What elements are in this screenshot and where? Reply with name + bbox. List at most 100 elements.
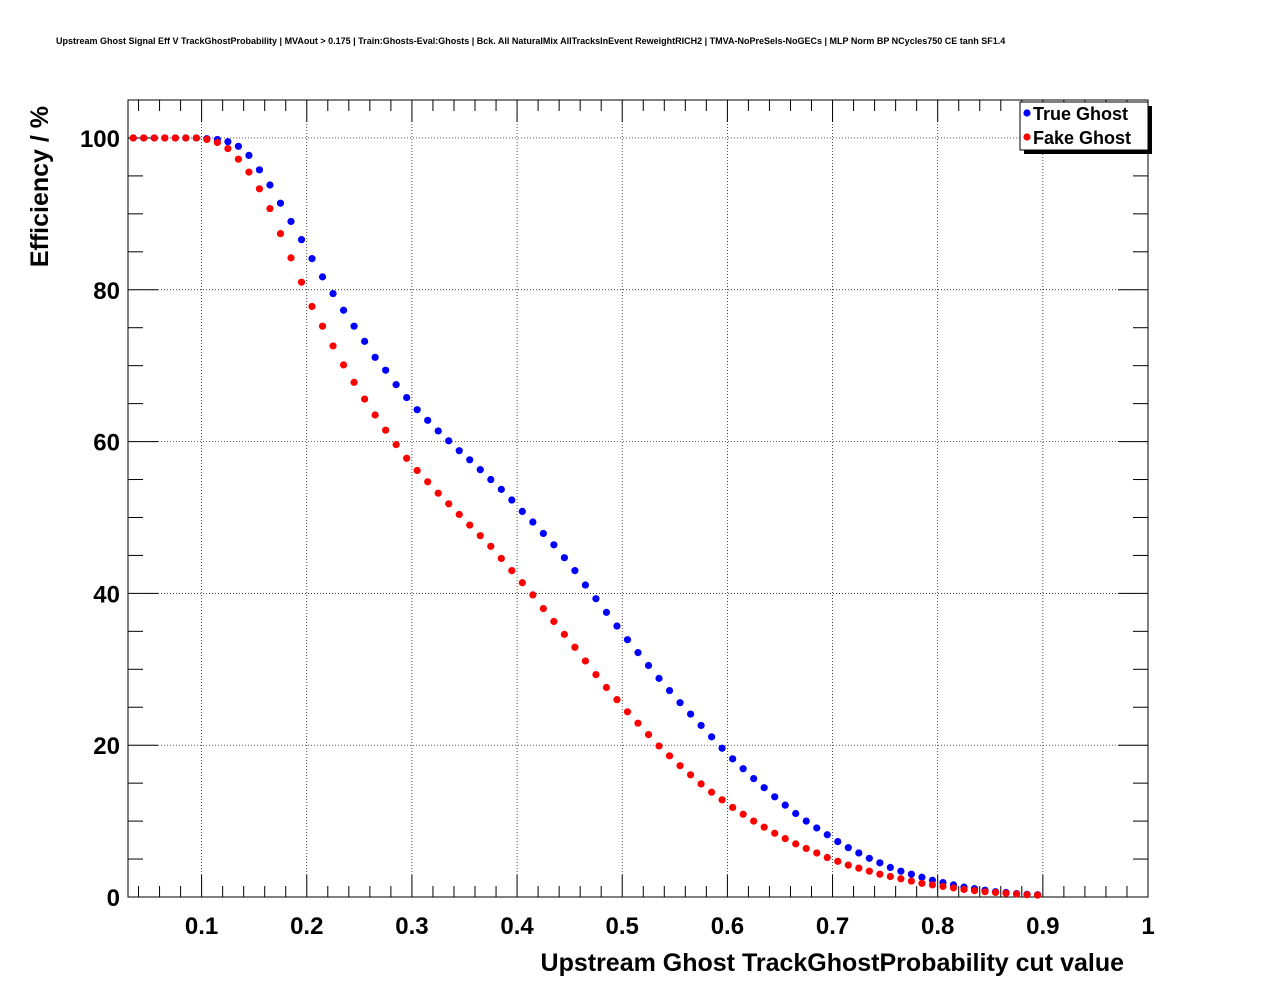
data-point-fake-ghost bbox=[329, 342, 337, 350]
data-point-fake-ghost bbox=[455, 510, 463, 519]
data-point-fake-ghost bbox=[939, 882, 947, 890]
data-point-true-ghost bbox=[697, 721, 705, 730]
data-point-fake-ghost bbox=[392, 441, 400, 449]
data-point-true-ghost bbox=[823, 831, 831, 839]
data-point-true-ghost bbox=[255, 166, 264, 174]
data-point-true-ghost bbox=[276, 199, 285, 207]
data-point-true-ghost bbox=[339, 306, 348, 314]
data-point-fake-ghost bbox=[192, 134, 200, 142]
data-point-true-ghost bbox=[729, 755, 737, 763]
data-point-fake-ghost bbox=[1033, 891, 1042, 899]
data-point-fake-ghost bbox=[918, 879, 926, 887]
data-point-true-ghost bbox=[245, 151, 253, 160]
data-point-true-ghost bbox=[518, 507, 526, 515]
data-point-true-ghost bbox=[571, 567, 579, 575]
data-point-fake-ghost bbox=[823, 853, 831, 862]
data-point-true-ghost bbox=[634, 648, 642, 657]
data-point-fake-ghost bbox=[182, 134, 190, 142]
data-point-true-ghost bbox=[224, 138, 232, 146]
data-point-fake-ghost bbox=[760, 823, 768, 831]
data-point-fake-ghost bbox=[245, 168, 253, 176]
x-tick-label: 0.4 bbox=[500, 913, 534, 940]
data-point-fake-ghost bbox=[518, 579, 526, 587]
data-point-true-ghost bbox=[318, 273, 327, 281]
data-point-true-ghost bbox=[413, 406, 421, 414]
y-axis-label: Efficiency / % bbox=[26, 106, 54, 267]
data-point-fake-ghost bbox=[1002, 889, 1010, 897]
data-point-true-ghost bbox=[771, 793, 779, 801]
data-point-fake-ghost bbox=[602, 683, 611, 692]
y-tick-label: 40 bbox=[93, 581, 120, 608]
y-tick-label: 0 bbox=[107, 885, 120, 912]
x-tick-label: 0.6 bbox=[711, 913, 744, 940]
data-point-true-ghost bbox=[361, 337, 369, 345]
data-point-fake-ghost bbox=[991, 888, 1000, 897]
tick-labels: 0.1 0.2 0.3 0.4 0.5 0.6 0.7 0.8 0.9 1 0 20 40 60 80 100 bbox=[80, 126, 1155, 940]
data-point-fake-ghost bbox=[928, 881, 937, 889]
data-point-fake-ghost bbox=[255, 185, 264, 193]
legend-label-true-ghost: True Ghost bbox=[1033, 104, 1128, 124]
data-point-fake-ghost bbox=[855, 864, 863, 872]
legend-box bbox=[1019, 101, 1149, 151]
legend-marker-true-ghost bbox=[1023, 109, 1031, 117]
data-point-fake-ghost bbox=[708, 788, 716, 796]
data-point-true-ghost bbox=[708, 733, 716, 741]
data-point-fake-ghost bbox=[266, 204, 274, 213]
data-point-true-ghost bbox=[350, 322, 358, 330]
data-point-true-ghost bbox=[581, 581, 590, 589]
data-point-fake-ghost bbox=[434, 489, 442, 497]
data-point-fake-ghost bbox=[813, 849, 821, 857]
data-point-fake-ghost bbox=[445, 500, 453, 508]
data-point-true-ghost bbox=[750, 774, 758, 783]
data-point-true-ghost bbox=[550, 541, 558, 549]
series-true-ghost bbox=[129, 134, 1042, 899]
data-point-fake-ghost bbox=[949, 884, 958, 892]
data-point-true-ghost bbox=[907, 870, 916, 878]
legend-marker-fake-ghost bbox=[1023, 133, 1031, 141]
data-points bbox=[129, 134, 1042, 899]
data-point-true-ghost bbox=[455, 447, 463, 455]
data-point-fake-ghost bbox=[771, 829, 779, 837]
data-point-true-ghost bbox=[287, 217, 295, 226]
data-point-fake-ghost bbox=[907, 877, 916, 885]
data-point-fake-ghost bbox=[318, 322, 327, 330]
legend: True Ghost Fake Ghost bbox=[1019, 101, 1152, 154]
data-point-fake-ghost bbox=[424, 478, 432, 486]
x-tick-label: 1 bbox=[1141, 913, 1154, 940]
x-tick-label: 0.9 bbox=[1026, 913, 1059, 940]
data-point-fake-ghost bbox=[487, 542, 495, 550]
y-tick-label: 60 bbox=[93, 430, 120, 457]
data-point-true-ghost bbox=[392, 381, 400, 389]
y-tick-label: 100 bbox=[80, 126, 120, 153]
data-point-true-ghost bbox=[424, 416, 432, 424]
data-point-fake-ghost bbox=[960, 885, 968, 894]
data-point-true-ghost bbox=[865, 854, 873, 862]
data-point-fake-ghost bbox=[371, 411, 379, 419]
data-point-fake-ghost bbox=[781, 834, 789, 843]
data-point-true-ghost bbox=[497, 485, 505, 493]
data-point-true-ghost bbox=[792, 809, 800, 818]
data-point-fake-ghost bbox=[382, 426, 390, 434]
x-tick-label: 0.3 bbox=[395, 913, 428, 940]
data-point-fake-ghost bbox=[203, 135, 211, 144]
x-axis-label: Upstream Ghost TrackGhostProbability cut… bbox=[541, 949, 1125, 977]
data-point-true-ghost bbox=[802, 817, 810, 825]
data-point-true-ghost bbox=[886, 863, 894, 872]
data-point-true-ghost bbox=[487, 475, 495, 484]
data-point-fake-ghost bbox=[634, 719, 642, 727]
data-point-fake-ghost bbox=[676, 762, 684, 770]
data-point-fake-ghost bbox=[550, 617, 558, 626]
data-point-fake-ghost bbox=[655, 742, 663, 750]
data-point-true-ghost bbox=[308, 255, 316, 263]
data-point-fake-ghost bbox=[581, 657, 590, 665]
data-point-true-ghost bbox=[297, 236, 306, 244]
data-point-true-ghost bbox=[434, 427, 442, 435]
data-point-fake-ghost bbox=[592, 671, 600, 679]
data-point-fake-ghost bbox=[150, 134, 158, 142]
data-point-true-ghost bbox=[382, 366, 390, 374]
y-tick-label: 80 bbox=[93, 278, 120, 305]
data-point-fake-ghost bbox=[1012, 890, 1021, 898]
data-point-fake-ghost bbox=[865, 867, 873, 875]
data-point-fake-ghost bbox=[792, 840, 800, 848]
